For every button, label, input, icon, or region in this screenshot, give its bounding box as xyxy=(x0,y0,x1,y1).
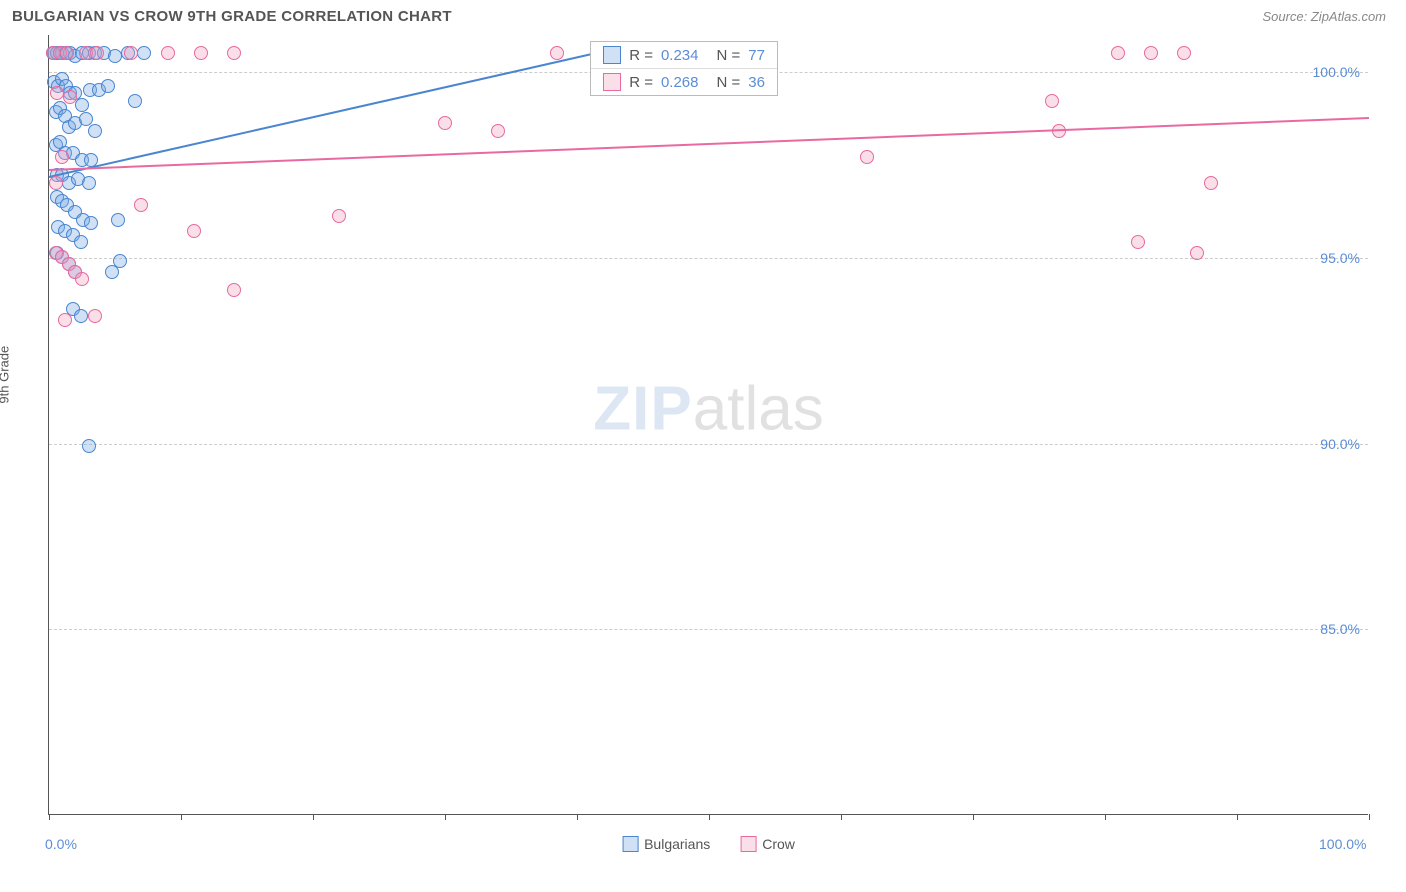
data-point xyxy=(88,309,102,323)
data-point xyxy=(128,94,142,108)
data-point xyxy=(1045,94,1059,108)
x-tick xyxy=(445,814,446,820)
data-point xyxy=(550,46,564,60)
chart-title: BULGARIAN VS CROW 9TH GRADE CORRELATION … xyxy=(12,8,452,25)
data-point xyxy=(1204,176,1218,190)
x-tick-label: 0.0% xyxy=(45,836,77,852)
data-point xyxy=(111,213,125,227)
n-label: N = xyxy=(717,47,741,64)
data-point xyxy=(84,216,98,230)
data-point xyxy=(227,46,241,60)
r-value: 0.268 xyxy=(661,74,699,91)
data-point xyxy=(90,46,104,60)
series-legend-item: Bulgarians xyxy=(622,836,710,852)
legend-swatch xyxy=(603,46,621,64)
data-point xyxy=(49,176,63,190)
y-tick-label: 95.0% xyxy=(1320,250,1360,266)
r-value: 0.234 xyxy=(661,47,699,64)
data-point xyxy=(1144,46,1158,60)
data-point xyxy=(124,46,138,60)
data-point xyxy=(438,116,452,130)
data-point xyxy=(74,235,88,249)
data-point xyxy=(82,176,96,190)
data-point xyxy=(113,254,127,268)
watermark-atlas: atlas xyxy=(693,374,824,443)
y-tick-label: 90.0% xyxy=(1320,436,1360,452)
n-value: 77 xyxy=(748,47,765,64)
series-label: Bulgarians xyxy=(644,836,710,852)
data-point xyxy=(88,124,102,138)
stats-legend: R = 0.234 N = 77 R = 0.268 N = 36 xyxy=(590,41,778,96)
x-tick xyxy=(313,814,314,820)
watermark: ZIPatlas xyxy=(593,373,823,444)
legend-swatch xyxy=(603,73,621,91)
data-point xyxy=(137,46,151,60)
series-legend-item: Crow xyxy=(740,836,795,852)
data-point xyxy=(74,309,88,323)
data-point xyxy=(1190,246,1204,260)
data-point xyxy=(194,46,208,60)
scatter-plot: ZIPatlas 85.0%90.0%95.0%100.0%0.0%100.0%… xyxy=(48,35,1368,815)
stats-legend-row: R = 0.268 N = 36 xyxy=(591,68,777,95)
gridline xyxy=(49,444,1368,445)
data-point xyxy=(82,439,96,453)
y-tick-label: 100.0% xyxy=(1313,64,1360,80)
series-legend: Bulgarians Crow xyxy=(622,836,795,852)
x-tick xyxy=(1237,814,1238,820)
y-tick-label: 85.0% xyxy=(1320,621,1360,637)
n-value: 36 xyxy=(748,74,765,91)
gridline xyxy=(49,629,1368,630)
chart-header: BULGARIAN VS CROW 9TH GRADE CORRELATION … xyxy=(0,0,1406,29)
chart-container: 9th Grade ZIPatlas 85.0%90.0%95.0%100.0%… xyxy=(12,35,1386,815)
data-point xyxy=(55,150,69,164)
x-tick xyxy=(577,814,578,820)
series-label: Crow xyxy=(762,836,795,852)
data-point xyxy=(1177,46,1191,60)
x-tick xyxy=(973,814,974,820)
r-label: R = xyxy=(629,47,653,64)
data-point xyxy=(75,98,89,112)
y-axis-label: 9th Grade xyxy=(0,346,12,404)
x-tick xyxy=(1105,814,1106,820)
x-tick xyxy=(181,814,182,820)
data-point xyxy=(134,198,148,212)
x-tick-label: 100.0% xyxy=(1319,836,1366,852)
data-point xyxy=(860,150,874,164)
data-point xyxy=(187,224,201,238)
x-tick xyxy=(1369,814,1370,820)
trend-line xyxy=(49,117,1369,171)
data-point xyxy=(50,86,64,100)
data-point xyxy=(75,272,89,286)
gridline xyxy=(49,258,1368,259)
legend-swatch xyxy=(740,836,756,852)
source-attribution: Source: ZipAtlas.com xyxy=(1262,9,1386,24)
stats-legend-row: R = 0.234 N = 77 xyxy=(591,42,777,68)
data-point xyxy=(1131,235,1145,249)
data-point xyxy=(1111,46,1125,60)
data-point xyxy=(227,283,241,297)
data-point xyxy=(491,124,505,138)
x-tick xyxy=(49,814,50,820)
x-tick xyxy=(841,814,842,820)
data-point xyxy=(332,209,346,223)
data-point xyxy=(161,46,175,60)
n-label: N = xyxy=(717,74,741,91)
data-point xyxy=(58,313,72,327)
legend-swatch xyxy=(622,836,638,852)
x-tick xyxy=(709,814,710,820)
r-label: R = xyxy=(629,74,653,91)
data-point xyxy=(60,46,74,60)
data-point xyxy=(101,79,115,93)
data-point xyxy=(108,49,122,63)
watermark-zip: ZIP xyxy=(593,374,692,443)
data-point xyxy=(63,90,77,104)
